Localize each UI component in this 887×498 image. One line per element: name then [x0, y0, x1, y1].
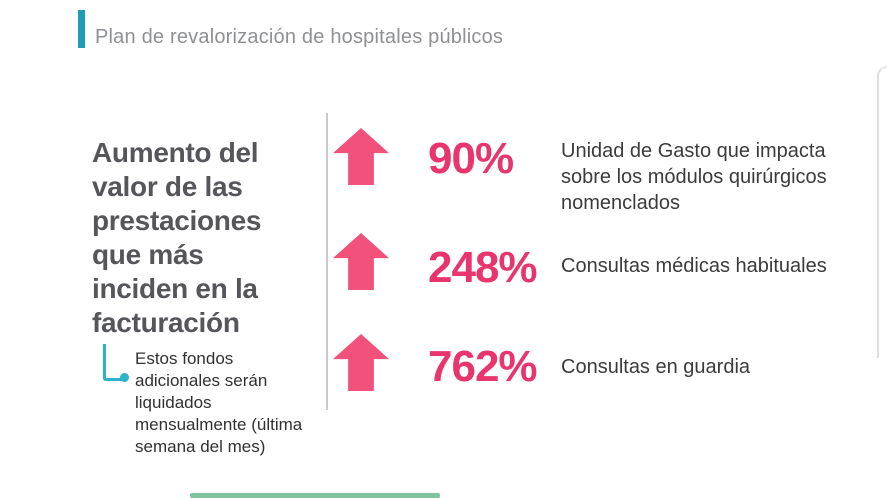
- vertical-divider: [326, 113, 328, 410]
- stat-value: 248%: [428, 243, 538, 292]
- bottom-progress-bar: [190, 493, 440, 498]
- up-arrow-icon: [333, 233, 389, 290]
- title-accent-bar: [78, 10, 85, 48]
- card-edge-border: [877, 66, 887, 358]
- stat-label: Consultas en guardia: [561, 356, 751, 378]
- connector-dot: [120, 373, 129, 382]
- up-arrow-icon: [333, 334, 389, 391]
- stat-label: Consultas médicas habituales: [561, 255, 827, 277]
- stat-label: Unidad de Gasto que impacta sobre los mó…: [561, 140, 827, 214]
- section-heading: Aumento del valor de las prestaciones qu…: [92, 137, 262, 338]
- elbow-connector-line: [103, 344, 127, 381]
- funds-note: Estos fondos adicionales serán liquidado…: [135, 349, 303, 456]
- slide-title: Plan de revalorización de hospitales púb…: [95, 26, 504, 48]
- up-arrow-icon: [333, 128, 389, 185]
- stat-value: 762%: [428, 342, 538, 391]
- stat-value: 90%: [428, 134, 514, 183]
